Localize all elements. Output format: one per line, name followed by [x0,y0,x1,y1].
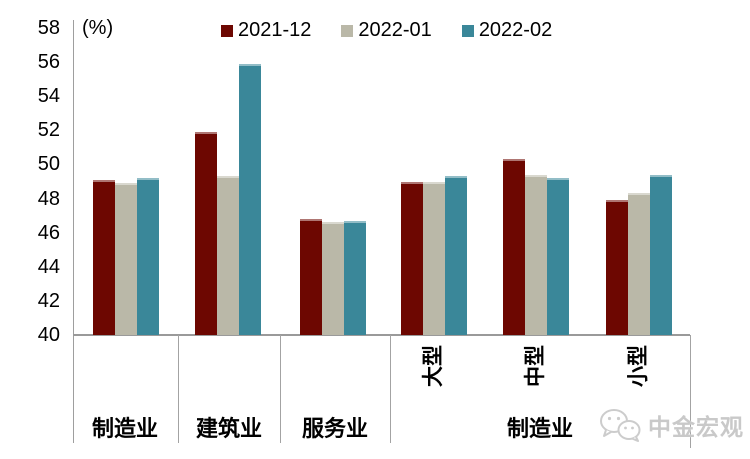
bar-2021-12-大型 [401,181,423,335]
legend-swatch [341,24,354,37]
wechat-icon [597,407,643,443]
bar-2022-01-小型 [628,193,650,335]
bar-2021-12-中型 [503,159,525,335]
bar-2022-02-大型 [445,176,467,335]
legend-swatch [461,24,474,37]
y-axis-tick-label: 42 [37,289,60,312]
y-axis-tick-label: 52 [37,119,60,142]
bar-2022-02-建筑业 [239,63,261,335]
subcategory-label-rotated: 中型 [524,345,547,387]
category-separator-line [178,335,179,443]
legend-item: 2022-01 [341,19,432,42]
category-label: 制造业 [506,416,573,441]
category-separator-line [390,335,391,443]
bar-2022-01-中型 [525,174,547,335]
category-separator-line [280,335,281,443]
bar-2022-01-大型 [423,181,445,335]
legend-item: 2021-12 [221,19,311,42]
category-label: 建筑业 [195,416,262,441]
category-separator-line [690,335,691,448]
legend-swatch [221,24,233,37]
bar-2022-01-服务业 [322,222,344,335]
y-axis-unit-label: (%) [82,17,114,39]
y-axis-tick-label: 56 [37,51,60,74]
y-axis-tick-label: 58 [37,17,60,39]
bar-2022-02-中型 [547,178,569,335]
bar-2022-01-建筑业 [217,176,239,335]
legend-label: 2022-01 [358,19,432,41]
bar-2022-01-制造业 [115,183,137,335]
legend-item: 2022-02 [461,19,553,42]
y-axis-tick-label: 48 [37,187,60,210]
x-axis-line [73,334,690,336]
watermark-text: 中金宏观 [648,414,744,440]
bar-2021-12-建筑业 [195,132,217,335]
watermark: 中金宏观 [597,407,744,443]
category-label: 制造业 [91,416,158,441]
legend-label: 2022-02 [478,19,553,41]
legend-label: 2021-12 [238,19,312,41]
y-axis-tick-label: 44 [37,255,60,278]
y-axis-tick-label: 46 [37,221,60,244]
subcategory-label-rotated: 大型 [422,345,445,387]
bar-2022-02-制造业 [137,178,159,335]
subcategory-label-rotated: 小型 [627,345,650,387]
y-axis-tick-label: 40 [37,324,60,346]
y-axis-tick-label: 54 [37,85,60,108]
bar-2022-02-小型 [650,174,672,335]
bar-2021-12-小型 [606,200,628,335]
y-axis-line [73,20,74,443]
bar-2021-12-制造业 [93,179,115,335]
bar-2021-12-服务业 [300,219,322,335]
chart-legend: 2021-12 2022-01 2022-02 [221,19,552,42]
category-label: 服务业 [301,416,368,441]
y-axis-tick-label: 50 [37,153,60,176]
bar-2022-02-服务业 [344,220,366,335]
